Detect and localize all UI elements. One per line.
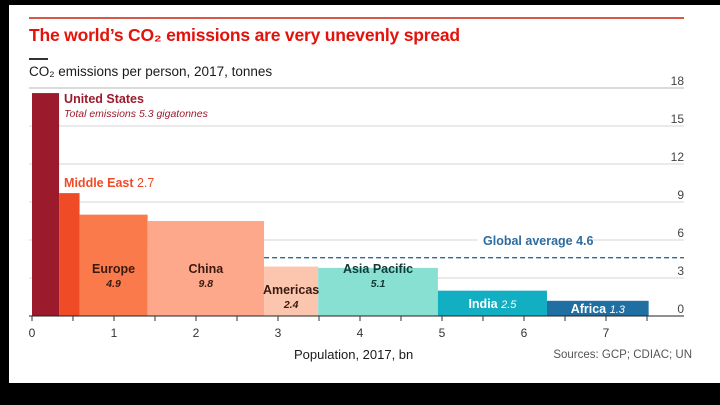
label-asia-pacific: Asia Pacific [343, 262, 413, 276]
labels-layer: United States Total emissions 5.3 gigaton… [64, 92, 626, 316]
label-china: China [188, 262, 224, 276]
global-average-value: 4.6 [576, 234, 593, 248]
label-europe: Europe [92, 262, 135, 276]
y-tick-label-0: 0 [677, 302, 684, 316]
bar-americas [264, 266, 319, 316]
x-tick-label-4: 4 [357, 326, 364, 340]
x-tick-label-1: 1 [111, 326, 118, 340]
label-middle-east-value: 2.7 [137, 176, 154, 190]
source-note: Sources: GCP; CDIAC; UN [553, 349, 692, 361]
label-china-value: 9.8 [199, 278, 214, 290]
bar-asia-pacific [318, 267, 438, 316]
reference-layer: Global average 4.6 [264, 232, 684, 259]
y-tick-label-12: 12 [671, 150, 685, 164]
label-middle-east-name: Middle East [64, 176, 137, 190]
bars-layer [32, 93, 649, 316]
x-tick-label-0: 0 [29, 326, 36, 340]
y-tick-label-6: 6 [677, 226, 684, 240]
label-africa-value: 1.3 [610, 304, 626, 316]
x-tick-label-6: 6 [521, 326, 528, 340]
label-americas-value: 2.4 [283, 299, 299, 311]
chart-subtitle: CO₂ emissions per person, 2017, tonnes [29, 64, 273, 79]
label-africa-name: Africa [571, 302, 610, 316]
label-americas: Americas [263, 283, 319, 297]
chart-title: The world’s CO₂ emissions are very uneve… [29, 25, 460, 45]
label-india-name: India [468, 297, 501, 311]
label-india: India 2.5 [468, 297, 517, 311]
global-average-label: Global average 4.6 [483, 234, 594, 248]
bar-india [437, 290, 547, 316]
x-tick-label-2: 2 [193, 326, 200, 340]
label-united-states: United States [64, 92, 144, 106]
x-tick-label-7: 7 [603, 326, 610, 340]
title-rule [29, 17, 684, 19]
chart-panel [9, 5, 720, 383]
label-united-states-total: Total emissions 5.3 gigatonnes [64, 108, 209, 120]
x-tick-label-3: 3 [275, 326, 282, 340]
subtitle-rule [29, 58, 48, 60]
bar-africa [546, 300, 649, 316]
bar-united-states [32, 93, 60, 316]
label-india-value: 2.5 [500, 299, 517, 311]
y-tick-label-15: 15 [671, 112, 685, 126]
y-tick-label-9: 9 [677, 188, 684, 202]
global-average-label-text: Global average [483, 234, 576, 248]
y-tick-label-3: 3 [677, 264, 684, 278]
label-europe-value: 4.9 [105, 278, 121, 290]
global-average-label-bg [478, 232, 590, 248]
bar-middle-east [59, 193, 80, 316]
y-tick-label-18: 18 [671, 74, 685, 88]
label-asia-pacific-value: 5.1 [371, 278, 386, 290]
x-tick-label-5: 5 [439, 326, 446, 340]
bar-china [147, 221, 265, 316]
label-africa: Africa 1.3 [571, 302, 626, 316]
bar-europe [79, 214, 148, 316]
x-axis-title: Population, 2017, bn [294, 347, 414, 362]
label-middle-east: Middle East 2.7 [64, 176, 154, 190]
